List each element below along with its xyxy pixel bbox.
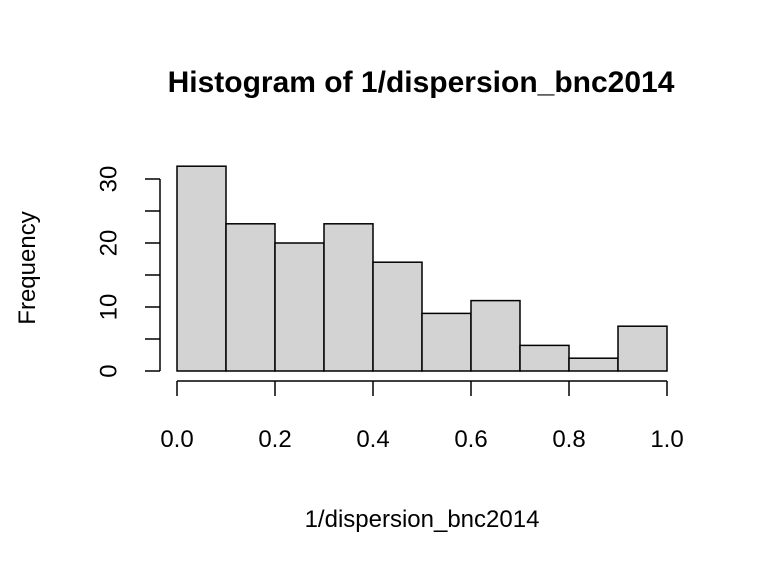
histogram-bar-6: [470, 299, 521, 372]
y-tick-label-0: 0: [96, 364, 123, 377]
x-axis-label: 1/dispersion_bnc2014: [305, 506, 540, 533]
histogram-bar-9: [617, 325, 668, 372]
x-tick-label-2: 0.4: [356, 426, 389, 453]
x-axis: 0.0 0.2 0.4 0.6 0.8 1.0: [160, 380, 684, 453]
histogram-bar-4: [372, 261, 423, 372]
histogram-bar-0: [176, 165, 227, 372]
histogram-bar-7: [519, 344, 570, 372]
y-tick-label-2: 20: [96, 230, 123, 257]
y-axis-label: Frequency: [14, 211, 41, 324]
bars-group: [176, 165, 668, 372]
histogram-bar-2: [274, 242, 325, 372]
x-tick-label-4: 0.8: [552, 426, 585, 453]
histogram-bar-8: [568, 357, 619, 372]
histogram-bar-1: [225, 223, 276, 372]
x-tick-label-3: 0.6: [454, 426, 487, 453]
histogram-bar-3: [323, 223, 374, 372]
y-axis: 0 10 20 30: [96, 166, 161, 378]
x-tick-label-1: 0.2: [258, 426, 291, 453]
chart-title: Histogram of 1/dispersion_bnc2014: [168, 66, 675, 99]
x-tick-label-5: 1.0: [650, 426, 683, 453]
histogram-bar-5: [421, 312, 472, 372]
y-tick-label-3: 30: [96, 166, 123, 193]
y-tick-label-1: 10: [96, 294, 123, 321]
x-tick-label-0: 0.0: [160, 426, 193, 453]
